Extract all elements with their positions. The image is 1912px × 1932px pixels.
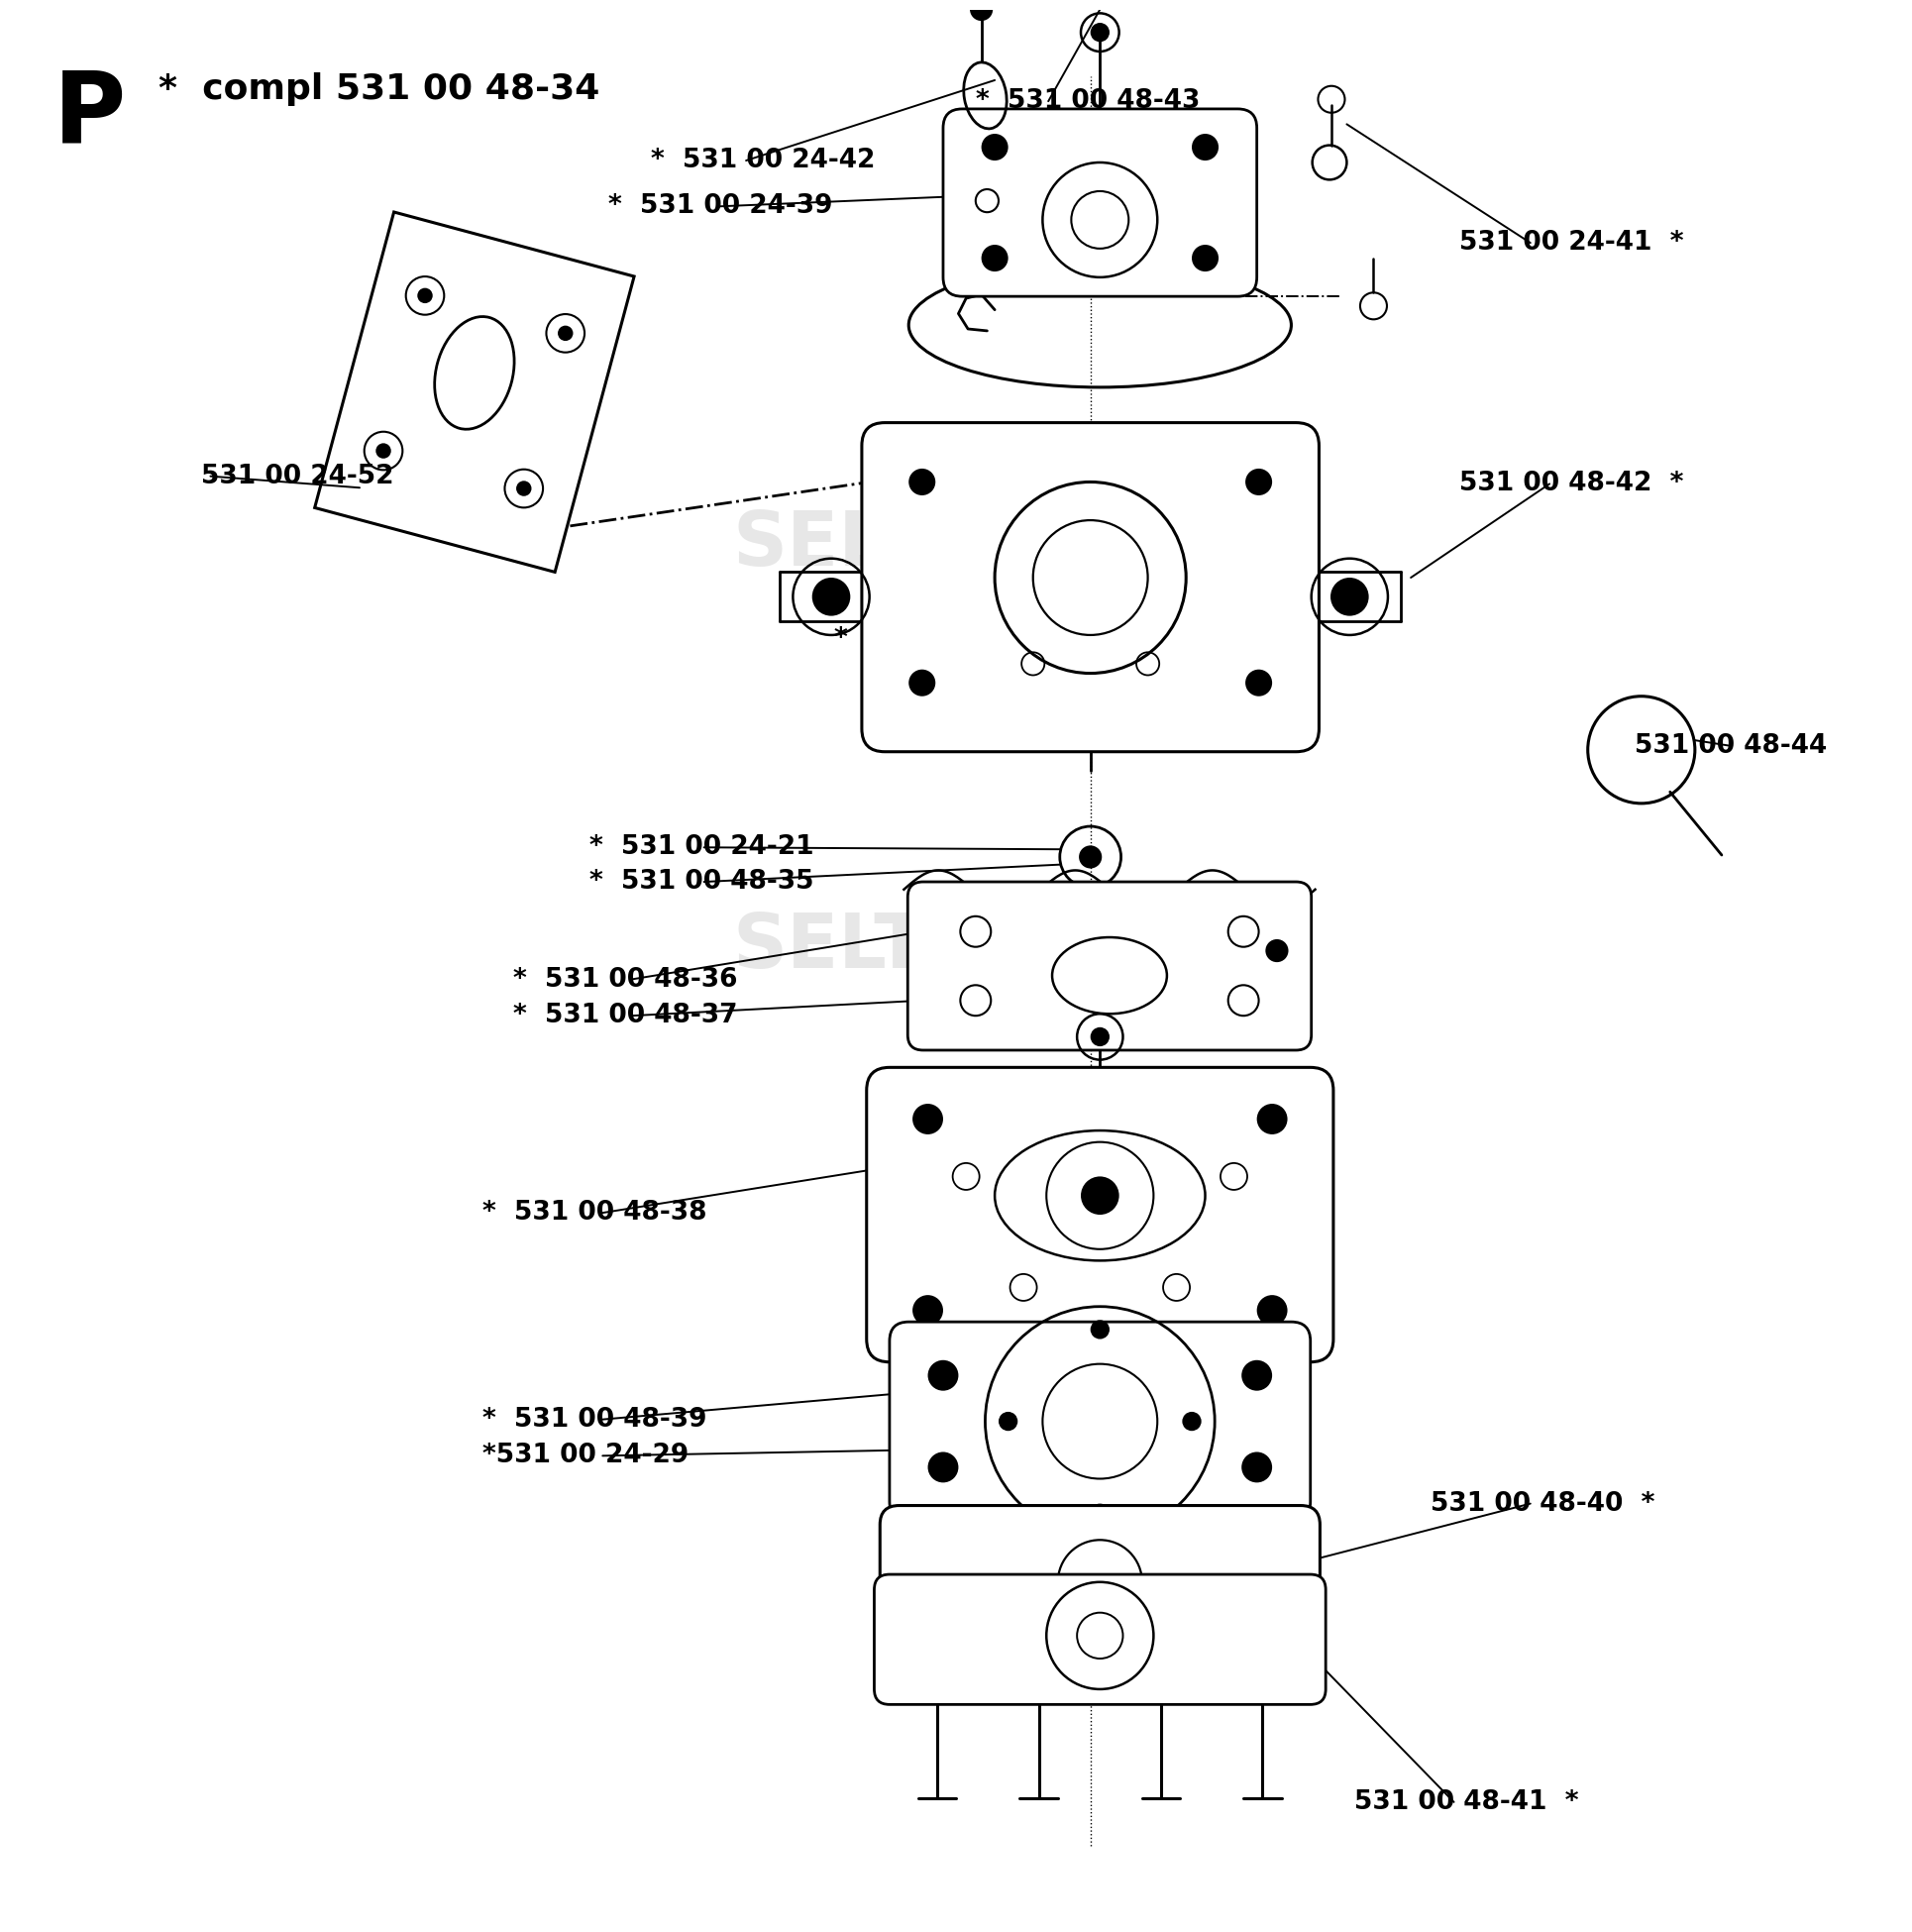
Circle shape [912,1294,943,1325]
Circle shape [998,1412,1017,1432]
Text: 531 00 48-42  *: 531 00 48-42 * [1459,471,1683,497]
Text: *  531 00 48-37: * 531 00 48-37 [512,1003,736,1028]
Circle shape [1191,245,1218,272]
Circle shape [1266,939,1289,962]
Text: *531 00 24-29: *531 00 24-29 [482,1443,688,1468]
Circle shape [912,1103,943,1134]
Circle shape [811,578,849,616]
Text: SELTOP.RU: SELTOP.RU [732,508,1180,582]
Circle shape [1245,469,1271,495]
Text: SELTOP.RU: SELTOP.RU [732,910,1180,983]
Circle shape [969,0,992,21]
FancyBboxPatch shape [874,1575,1325,1704]
Text: *  531 00 48-43: * 531 00 48-43 [975,89,1199,114]
FancyBboxPatch shape [880,1505,1319,1658]
Text: *  531 00 48-35: * 531 00 48-35 [589,869,813,895]
FancyBboxPatch shape [943,108,1256,296]
Circle shape [1191,133,1218,160]
Circle shape [927,1360,958,1391]
Circle shape [1182,1412,1201,1432]
Circle shape [1245,670,1271,696]
Text: *  531 00 48-39: * 531 00 48-39 [482,1406,706,1432]
Circle shape [908,469,935,495]
FancyBboxPatch shape [889,1321,1310,1520]
Circle shape [1090,1320,1109,1339]
Text: 531 00 48-40  *: 531 00 48-40 * [1430,1492,1654,1517]
Circle shape [981,133,1008,160]
Circle shape [375,442,390,458]
Circle shape [1090,23,1109,43]
Circle shape [1078,846,1101,867]
Circle shape [1090,1028,1109,1047]
FancyBboxPatch shape [866,1066,1333,1362]
Text: *  531 00 24-21: * 531 00 24-21 [589,835,813,860]
Circle shape [1090,1503,1109,1522]
Circle shape [558,327,574,340]
Text: 531 00 48-41  *: 531 00 48-41 * [1354,1789,1577,1814]
Text: *  531 00 48-38: * 531 00 48-38 [482,1200,706,1225]
Circle shape [417,288,432,303]
Text: 531 00 48-44: 531 00 48-44 [1633,732,1826,759]
Circle shape [1256,1294,1287,1325]
Text: *  compl 531 00 48-34: * compl 531 00 48-34 [159,73,600,106]
Text: P: P [54,68,126,162]
Text: 531 00 24-41  *: 531 00 24-41 * [1459,230,1683,255]
Circle shape [1241,1360,1271,1391]
FancyBboxPatch shape [860,423,1319,752]
Text: *  531 00 24-39: * 531 00 24-39 [608,193,832,220]
Circle shape [981,245,1008,272]
FancyBboxPatch shape [906,881,1312,1051]
Text: 531 00 24-52: 531 00 24-52 [201,464,394,489]
Circle shape [1331,578,1367,616]
Circle shape [1241,1453,1271,1482]
Circle shape [927,1453,958,1482]
Circle shape [1256,1103,1287,1134]
Circle shape [908,670,935,696]
Circle shape [1080,1177,1119,1215]
Circle shape [516,481,532,497]
Text: *  531 00 24-42: * 531 00 24-42 [650,147,874,174]
Text: *  531 00 48-36: * 531 00 48-36 [512,966,736,993]
Text: *: * [834,626,847,651]
